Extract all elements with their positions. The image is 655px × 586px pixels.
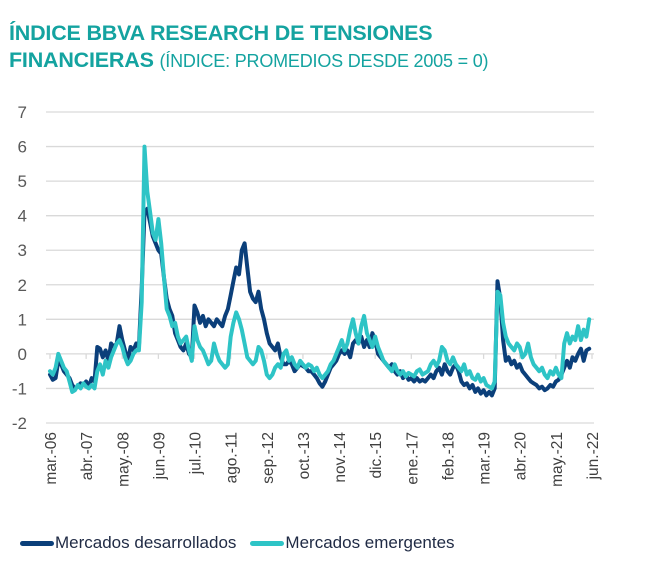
series-line-emerging xyxy=(48,144,592,394)
y-tick-label: -2 xyxy=(12,414,27,433)
title-line-1: ÍNDICE BBVA RESEARCH DE TENSIONES xyxy=(9,21,433,45)
x-tick-label: nov.-14 xyxy=(332,432,349,483)
y-tick-label: 3 xyxy=(18,241,27,260)
x-tick-label: mar.-06 xyxy=(43,432,60,485)
legend-item-developed: Mercados desarrollados xyxy=(20,533,236,553)
x-tick-label: ene.-17 xyxy=(404,432,421,485)
y-tick-label: 7 xyxy=(18,103,27,122)
x-tick-label: sep.-12 xyxy=(260,432,277,484)
chart-title: ÍNDICE BBVA RESEARCH DE TENSIONES FINANC… xyxy=(9,20,649,75)
x-tick-label: jun.-09 xyxy=(151,432,168,480)
legend-item-emerging: Mercados emergentes xyxy=(250,533,455,553)
x-tick-label: feb.-18 xyxy=(440,432,457,480)
x-tick-label: may.-08 xyxy=(115,432,132,487)
legend-label-developed: Mercados desarrollados xyxy=(55,533,237,552)
legend: Mercados desarrollados Mercados emergent… xyxy=(20,533,469,553)
y-tick-label: -1 xyxy=(12,379,27,398)
x-axis-ticks: mar.-06 abr.-07 may.-08 jun.-09 jul.-10 ago.-… xyxy=(43,353,602,487)
y-tick-label: 2 xyxy=(18,276,27,295)
title-line-2-bold: FINANCIERAS xyxy=(9,48,154,72)
x-tick-label: dic.-15 xyxy=(368,432,385,479)
legend-label-emerging: Mercados emergentes xyxy=(285,533,455,552)
legend-swatch-developed xyxy=(20,540,54,546)
x-tick-label: jul.-10 xyxy=(188,432,205,476)
legend-swatch-emerging xyxy=(250,540,285,546)
x-tick-label: abr.-20 xyxy=(513,432,530,481)
title-line-2: FINANCIERAS (ÍNDICE: PROMEDIOS DESDE 200… xyxy=(9,47,649,75)
x-tick-label: ago.-11 xyxy=(224,432,241,483)
gridlines xyxy=(46,111,594,424)
y-tick-label: 5 xyxy=(18,172,27,191)
y-tick-label: 6 xyxy=(18,138,27,157)
y-axis-ticks: 7 6 5 4 3 2 1 0 -1 -2 xyxy=(12,103,27,433)
y-tick-label: 0 xyxy=(18,345,27,364)
y-tick-label: 1 xyxy=(18,310,27,329)
series-line-developed xyxy=(48,206,592,398)
series-lines xyxy=(48,144,592,398)
x-tick-label: may.-21 xyxy=(549,432,566,487)
x-tick-label: abr.-07 xyxy=(79,432,96,480)
x-tick-label: oct.-13 xyxy=(296,432,313,479)
x-tick-label: jun.-22 xyxy=(585,432,602,480)
x-tick-label: mar.-19 xyxy=(477,432,494,485)
title-subtitle: (ÍNDICE: PROMEDIOS DESDE 2005 = 0) xyxy=(159,51,489,71)
y-tick-label: 4 xyxy=(18,207,27,226)
